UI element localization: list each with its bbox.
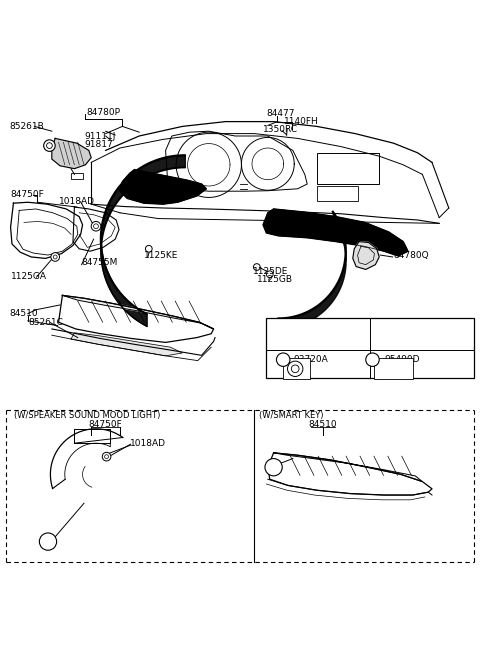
- Text: 1125GA: 1125GA: [11, 272, 47, 281]
- Circle shape: [253, 264, 260, 270]
- FancyBboxPatch shape: [317, 186, 358, 201]
- FancyBboxPatch shape: [317, 153, 379, 184]
- Circle shape: [53, 255, 57, 259]
- Circle shape: [291, 365, 299, 373]
- Text: 91817: 91817: [84, 140, 113, 149]
- Circle shape: [51, 253, 60, 261]
- FancyBboxPatch shape: [71, 173, 83, 179]
- Text: 95490D: 95490D: [384, 355, 420, 364]
- Circle shape: [105, 455, 108, 459]
- FancyBboxPatch shape: [74, 429, 110, 443]
- Circle shape: [102, 453, 111, 461]
- Text: 84477: 84477: [266, 110, 295, 119]
- Text: a: a: [281, 355, 286, 364]
- Text: 1125KE: 1125KE: [144, 251, 179, 260]
- FancyBboxPatch shape: [374, 358, 413, 379]
- Text: 1125DE: 1125DE: [253, 267, 289, 276]
- Text: 93720A: 93720A: [294, 355, 328, 364]
- Polygon shape: [62, 295, 214, 329]
- Circle shape: [94, 224, 98, 229]
- Text: 84510: 84510: [308, 420, 337, 430]
- Polygon shape: [263, 209, 408, 256]
- Circle shape: [91, 222, 101, 231]
- Circle shape: [145, 245, 152, 252]
- Text: a: a: [45, 537, 51, 546]
- Text: (W/SMART KEY): (W/SMART KEY): [259, 411, 324, 420]
- Circle shape: [288, 361, 303, 377]
- Text: 1140FH: 1140FH: [284, 117, 319, 126]
- Polygon shape: [120, 170, 206, 204]
- Polygon shape: [71, 333, 182, 356]
- Text: 84780Q: 84780Q: [394, 251, 429, 260]
- Circle shape: [276, 353, 290, 367]
- Text: (W/SPEAKER SOUND MOOD LIGHT): (W/SPEAKER SOUND MOOD LIGHT): [14, 411, 161, 420]
- Circle shape: [47, 143, 52, 148]
- Text: 84755M: 84755M: [82, 258, 118, 267]
- Text: 85261B: 85261B: [10, 122, 44, 131]
- Circle shape: [266, 271, 273, 277]
- FancyBboxPatch shape: [266, 318, 474, 379]
- Text: b: b: [271, 462, 276, 472]
- Circle shape: [39, 533, 57, 550]
- Text: 91111J: 91111J: [84, 133, 115, 142]
- Text: 84780P: 84780P: [86, 108, 120, 117]
- Polygon shape: [274, 453, 422, 482]
- Text: 84750F: 84750F: [89, 420, 122, 430]
- Text: 1018AD: 1018AD: [130, 439, 166, 447]
- FancyBboxPatch shape: [283, 358, 310, 379]
- Text: 84510: 84510: [10, 309, 38, 318]
- Polygon shape: [52, 138, 91, 169]
- Circle shape: [44, 140, 55, 152]
- Circle shape: [366, 353, 379, 367]
- Text: b: b: [370, 355, 375, 364]
- Text: 1125GB: 1125GB: [257, 276, 293, 285]
- Polygon shape: [353, 241, 379, 270]
- Text: 85261C: 85261C: [29, 318, 64, 327]
- Text: 84750F: 84750F: [11, 190, 44, 199]
- Circle shape: [265, 459, 282, 476]
- Text: 1350RC: 1350RC: [263, 125, 298, 134]
- Text: 1018AD: 1018AD: [59, 197, 95, 206]
